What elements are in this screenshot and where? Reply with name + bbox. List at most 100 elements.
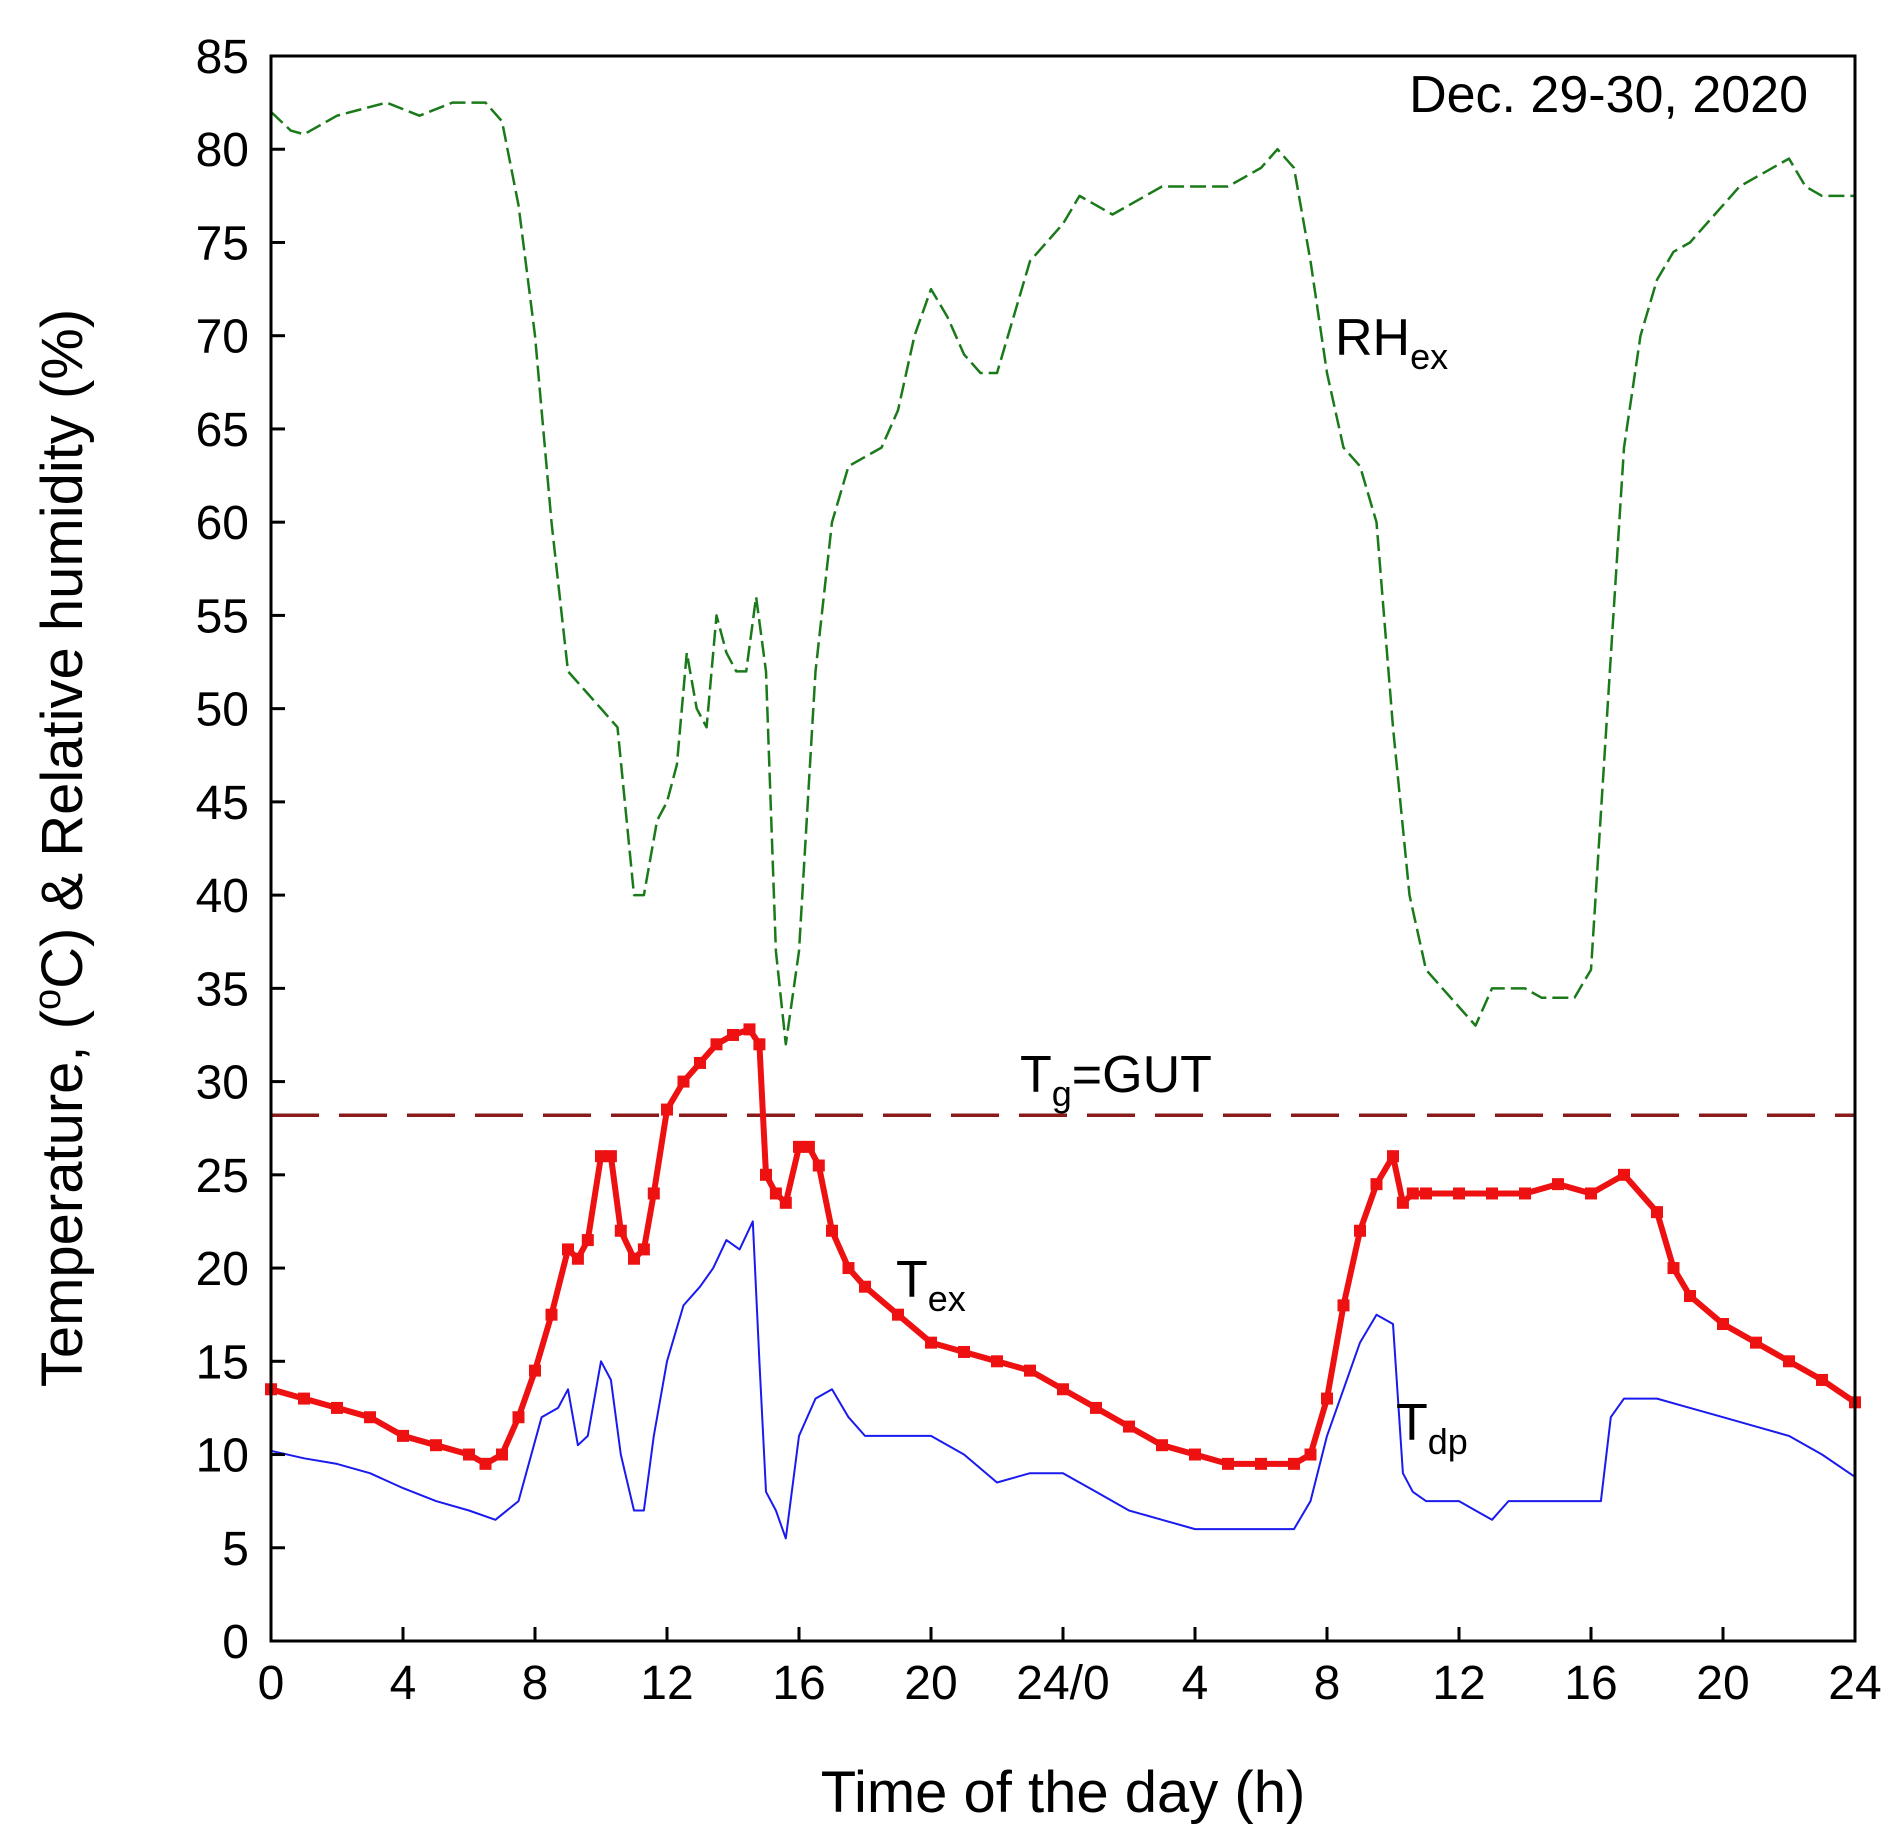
tex-data-point xyxy=(802,1140,815,1153)
tex-data-point xyxy=(595,1150,607,1163)
y-tick-label: 40 xyxy=(196,870,249,923)
tex-data-point xyxy=(1288,1457,1300,1470)
tex-label-main: T xyxy=(896,1251,928,1309)
rh-label-sub: ex xyxy=(1410,336,1448,377)
tex-data-point xyxy=(1321,1392,1333,1405)
tex-data-point xyxy=(1156,1439,1168,1452)
tex-data-point xyxy=(1396,1196,1409,1209)
tg-series-label: Tg=GUT xyxy=(1020,1046,1212,1114)
tex-data-point xyxy=(364,1411,376,1424)
y-axis-title-part2: C) & Relative humidity (%) xyxy=(30,309,95,989)
tex-data-point xyxy=(793,1140,805,1153)
y-tick-label: 50 xyxy=(196,684,249,737)
y-tick-label: 35 xyxy=(196,963,249,1016)
tex-data-point xyxy=(925,1336,937,1349)
tex-data-point xyxy=(1222,1457,1234,1470)
y-tick-label: 70 xyxy=(196,311,249,364)
tdp-series-label: Tdp xyxy=(1396,1394,1468,1462)
y-tick-label: 55 xyxy=(196,590,249,643)
tex-data-point xyxy=(1816,1373,1828,1386)
tex-data-point xyxy=(628,1252,640,1265)
tex-data-point xyxy=(743,1023,756,1036)
tex-data-point xyxy=(760,1168,772,1181)
tex-data-point xyxy=(694,1056,706,1069)
tex-data-point xyxy=(710,1038,723,1051)
tex-data-point xyxy=(826,1224,838,1237)
tex-data-point xyxy=(1453,1187,1465,1200)
tex-data-point xyxy=(892,1308,904,1321)
tex-data-point xyxy=(661,1103,673,1116)
chart-title: Dec. 29-30, 2020 xyxy=(1409,66,1808,124)
tex-data-point xyxy=(1486,1187,1498,1200)
tex-data-point xyxy=(430,1439,442,1452)
tex-data-point xyxy=(581,1234,594,1247)
y-tick-label: 85 xyxy=(196,31,249,84)
tex-data-point xyxy=(1090,1401,1102,1414)
tex-data-point xyxy=(1370,1178,1383,1191)
y-axis-title-part1: Temperature, ( xyxy=(30,1010,95,1387)
x-tick-label: 0 xyxy=(258,1657,285,1710)
y-axis-ticks: 0 5 10 15 20 25 30 35 40 45 50 55 60 65 70 75 80 85 xyxy=(196,31,285,1669)
tex-data-point xyxy=(1585,1187,1597,1200)
y-tick-label: 65 xyxy=(196,404,249,457)
tex-data-point xyxy=(779,1196,792,1209)
tex-label-sub: ex xyxy=(928,1278,966,1319)
tex-data-point xyxy=(1519,1187,1531,1200)
tdp-label-main: T xyxy=(1396,1394,1428,1452)
tex-data-point xyxy=(1387,1150,1399,1163)
x-tick-label: 12 xyxy=(640,1657,693,1710)
y-tick-label: 75 xyxy=(196,217,249,270)
y-tick-label: 20 xyxy=(196,1243,249,1296)
tex-data-point xyxy=(1618,1168,1630,1181)
x-tick-label: 20 xyxy=(904,1657,957,1710)
tex-data-point xyxy=(298,1392,310,1405)
y-tick-label: 45 xyxy=(196,777,249,830)
tex-data-point xyxy=(604,1150,617,1163)
tex-data-point xyxy=(1406,1187,1419,1200)
tex-data-point xyxy=(1057,1383,1069,1396)
y-tick-label: 30 xyxy=(196,1057,249,1110)
tex-data-point xyxy=(1304,1448,1317,1461)
tex-data-point xyxy=(769,1187,782,1200)
y-tick-label: 15 xyxy=(196,1336,249,1389)
tex-data-point xyxy=(545,1308,558,1321)
tex-data-point xyxy=(1420,1187,1432,1200)
tex-data-point xyxy=(571,1252,584,1265)
tg-label-sub: g xyxy=(1052,1073,1072,1114)
y-tick-label: 10 xyxy=(196,1430,249,1483)
tex-data-point xyxy=(859,1280,871,1293)
tex-data-point xyxy=(812,1159,825,1172)
y-tick-label: 80 xyxy=(196,124,249,177)
tex-data-point xyxy=(463,1448,475,1461)
tex-series-label: Tex xyxy=(896,1251,966,1319)
tex-data-point xyxy=(1783,1355,1795,1368)
y-axis-title: Temperature, (oC) & Relative humidity (%… xyxy=(27,309,95,1387)
y-tick-label: 0 xyxy=(222,1616,249,1669)
tex-data-point xyxy=(842,1262,855,1275)
tex-data-point xyxy=(1024,1364,1036,1377)
x-tick-label: 4 xyxy=(1182,1657,1209,1710)
tex-data-point xyxy=(1684,1290,1696,1303)
tex-data-point xyxy=(1337,1299,1350,1312)
x-tick-label: 24 xyxy=(1828,1657,1881,1710)
tex-data-point xyxy=(1255,1457,1267,1470)
tex-data-point xyxy=(991,1355,1003,1368)
tex-data-point xyxy=(1651,1206,1663,1219)
tex-data-point xyxy=(479,1457,492,1470)
tex-data-point xyxy=(331,1401,343,1414)
rh-label-main: RH xyxy=(1335,309,1410,367)
tex-data-point xyxy=(397,1429,409,1442)
tex-data-point xyxy=(1123,1420,1135,1433)
x-tick-label: 8 xyxy=(522,1657,549,1710)
tg-label-main: T xyxy=(1020,1046,1052,1104)
tdp-label-sub: dp xyxy=(1428,1421,1468,1462)
tex-data-point xyxy=(496,1448,508,1461)
y-tick-label: 60 xyxy=(196,497,249,550)
tex-data-point xyxy=(1354,1224,1366,1237)
series-line-rh-ex xyxy=(270,101,1855,1046)
x-tick-label: 4 xyxy=(390,1657,417,1710)
tg-label-rest: =GUT xyxy=(1072,1046,1212,1104)
plot-frame xyxy=(269,54,1857,1643)
tex-data-point xyxy=(529,1364,541,1377)
series-line-t-dp xyxy=(270,1220,1856,1540)
